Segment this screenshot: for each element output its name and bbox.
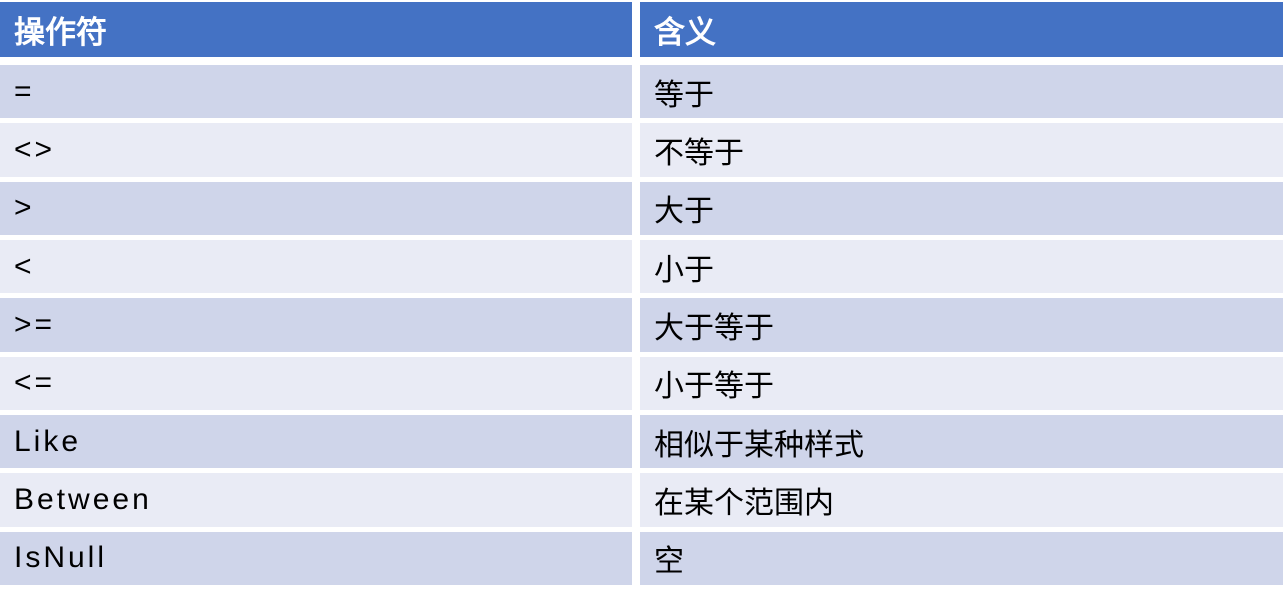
table-header-row: 操作符 含义: [0, 2, 1283, 57]
meaning-cell: 小于: [640, 239, 1283, 294]
meaning-cell: 小于等于: [640, 356, 1283, 410]
meaning-cell: 不等于: [640, 123, 1283, 177]
table-row: Like 相似于某种样式: [0, 414, 1283, 469]
operator-cell: Between: [0, 473, 632, 527]
operator-cell: IsNull: [0, 531, 632, 585]
table-row: Between 在某个范围内: [0, 473, 1283, 527]
table-row: < 小于: [0, 239, 1283, 294]
meaning-cell: 等于: [640, 65, 1283, 119]
operator-cell: <>: [0, 123, 632, 177]
operator-cell: Like: [0, 414, 632, 469]
meaning-cell: 空: [640, 531, 1283, 585]
table-row: >= 大于等于: [0, 298, 1283, 352]
table-row: > 大于: [0, 181, 1283, 235]
meaning-cell: 在某个范围内: [640, 473, 1283, 527]
table-row: <> 不等于: [0, 123, 1283, 177]
column-header-operator: 操作符: [0, 2, 632, 57]
table-row: IsNull 空: [0, 531, 1283, 585]
table-row: = 等于: [0, 65, 1283, 119]
operator-cell: <=: [0, 356, 632, 410]
meaning-cell: 相似于某种样式: [640, 414, 1283, 469]
operator-cell: <: [0, 239, 632, 294]
operator-cell: >: [0, 181, 632, 235]
meaning-cell: 大于等于: [640, 298, 1283, 352]
operator-cell: >=: [0, 298, 632, 352]
meaning-cell: 大于: [640, 181, 1283, 235]
column-header-meaning: 含义: [640, 2, 1283, 57]
operator-cell: =: [0, 65, 632, 119]
table-row: <= 小于等于: [0, 356, 1283, 410]
